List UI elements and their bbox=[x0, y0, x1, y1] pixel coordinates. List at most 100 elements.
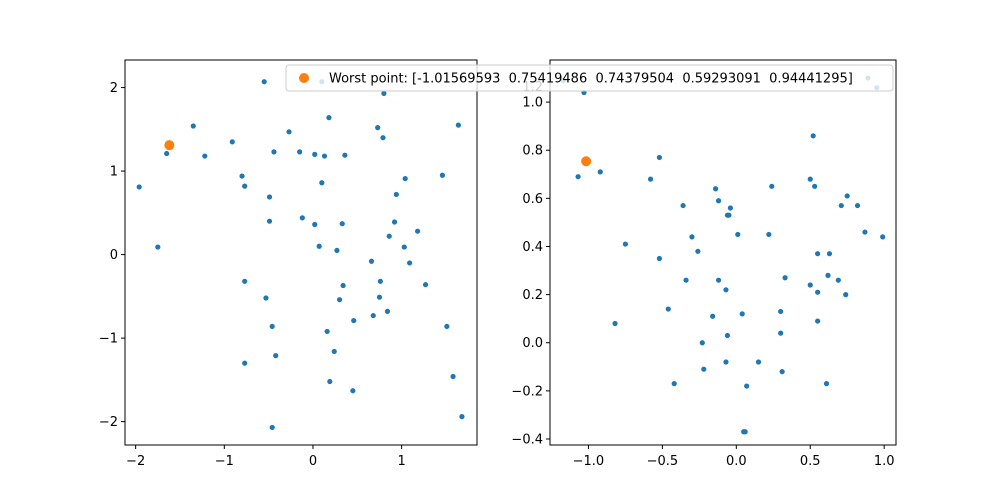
data-point bbox=[401, 244, 407, 250]
y-tick-label: −0.2 bbox=[511, 384, 543, 399]
data-point bbox=[862, 229, 868, 235]
data-point bbox=[376, 294, 383, 300]
data-point bbox=[384, 308, 391, 314]
data-point bbox=[715, 198, 722, 204]
data-point bbox=[671, 381, 677, 387]
data-point bbox=[350, 388, 356, 394]
data-point bbox=[778, 308, 784, 315]
data-point bbox=[422, 282, 429, 288]
data-point bbox=[741, 429, 747, 435]
plot-frame bbox=[124, 59, 478, 446]
data-point bbox=[854, 202, 861, 209]
data-point bbox=[815, 289, 821, 295]
data-point bbox=[136, 184, 142, 190]
data-point bbox=[202, 153, 208, 159]
data-point bbox=[297, 149, 303, 155]
data-point bbox=[370, 312, 376, 319]
data-point bbox=[391, 219, 398, 225]
legend-label-worst-point: Worst point: [-1.01569593 0.75419486 0.7… bbox=[329, 72, 853, 87]
data-point bbox=[439, 172, 446, 178]
data-point bbox=[263, 295, 269, 301]
data-point bbox=[229, 139, 235, 145]
x-tick-label: 1.0 bbox=[874, 454, 895, 469]
y-tick-label: −1 bbox=[99, 332, 118, 347]
data-point bbox=[407, 260, 413, 266]
y-tick-label: 0.8 bbox=[522, 144, 543, 159]
data-point bbox=[769, 183, 775, 189]
data-point bbox=[727, 205, 733, 211]
y-tick-label: 2 bbox=[110, 81, 118, 96]
legend-marker-worst-point bbox=[299, 73, 309, 83]
data-point bbox=[190, 123, 196, 129]
data-point bbox=[239, 173, 245, 179]
data-point bbox=[597, 169, 603, 175]
x-tick-label: −1 bbox=[215, 454, 234, 469]
data-point bbox=[444, 323, 450, 330]
data-point bbox=[744, 383, 750, 389]
data-point bbox=[713, 186, 719, 192]
data-point bbox=[273, 353, 279, 359]
x-tick-label: 1 bbox=[397, 454, 405, 469]
data-point bbox=[656, 255, 663, 262]
data-point bbox=[266, 218, 273, 224]
data-point bbox=[336, 297, 343, 303]
data-point bbox=[164, 150, 170, 157]
data-point bbox=[724, 212, 731, 218]
data-point bbox=[699, 340, 705, 346]
data-point bbox=[782, 275, 788, 281]
data-point bbox=[880, 234, 886, 240]
data-point bbox=[377, 278, 383, 284]
data-point bbox=[735, 231, 741, 238]
data-point bbox=[286, 129, 292, 135]
data-point bbox=[575, 174, 581, 180]
data-point bbox=[755, 359, 762, 365]
data-point bbox=[380, 135, 386, 141]
data-point bbox=[826, 251, 833, 257]
data-point bbox=[155, 244, 161, 250]
data-point bbox=[242, 278, 248, 284]
data-point bbox=[393, 191, 399, 198]
data-point bbox=[680, 202, 686, 209]
data-point bbox=[312, 221, 318, 228]
data-point bbox=[665, 306, 671, 312]
data-point bbox=[701, 366, 707, 372]
data-point bbox=[812, 183, 818, 189]
x-tick-label: 0 bbox=[309, 454, 317, 469]
y-tick-label: 0.6 bbox=[522, 192, 543, 207]
data-point bbox=[810, 133, 816, 139]
data-point bbox=[683, 277, 689, 283]
data-point bbox=[326, 115, 332, 121]
x-tick-label: −2 bbox=[126, 454, 145, 469]
data-point bbox=[375, 125, 381, 131]
data-point bbox=[261, 79, 267, 85]
y-tick-label: −0.4 bbox=[511, 432, 543, 447]
data-point bbox=[271, 149, 277, 155]
left-scatter-plot: −2 −1 0 1 −2 −1 0 1 2 bbox=[99, 59, 478, 469]
data-point bbox=[351, 317, 357, 324]
data-point bbox=[334, 247, 340, 254]
data-point bbox=[825, 272, 831, 278]
y-tick-label: 1 bbox=[110, 165, 118, 180]
data-point bbox=[459, 414, 465, 420]
data-point bbox=[402, 175, 408, 182]
data-point bbox=[368, 258, 375, 264]
data-point bbox=[266, 194, 273, 200]
data-point bbox=[778, 330, 784, 336]
data-point bbox=[710, 313, 716, 319]
data-point bbox=[766, 231, 772, 238]
data-point bbox=[656, 154, 663, 161]
data-point bbox=[823, 381, 830, 387]
data-point bbox=[342, 152, 348, 158]
legend: Worst point: [-1.01569593 0.75419486 0.7… bbox=[285, 64, 894, 92]
legend-box bbox=[285, 64, 894, 92]
y-tick-label: 0 bbox=[110, 248, 118, 263]
y-tick-label: 0.0 bbox=[522, 336, 543, 351]
data-point bbox=[739, 311, 745, 317]
data-point bbox=[340, 282, 346, 289]
data-point bbox=[269, 323, 275, 330]
data-point bbox=[242, 183, 248, 189]
x-tick-label: −0.5 bbox=[647, 454, 679, 469]
data-point bbox=[386, 233, 392, 239]
data-point bbox=[815, 251, 821, 257]
